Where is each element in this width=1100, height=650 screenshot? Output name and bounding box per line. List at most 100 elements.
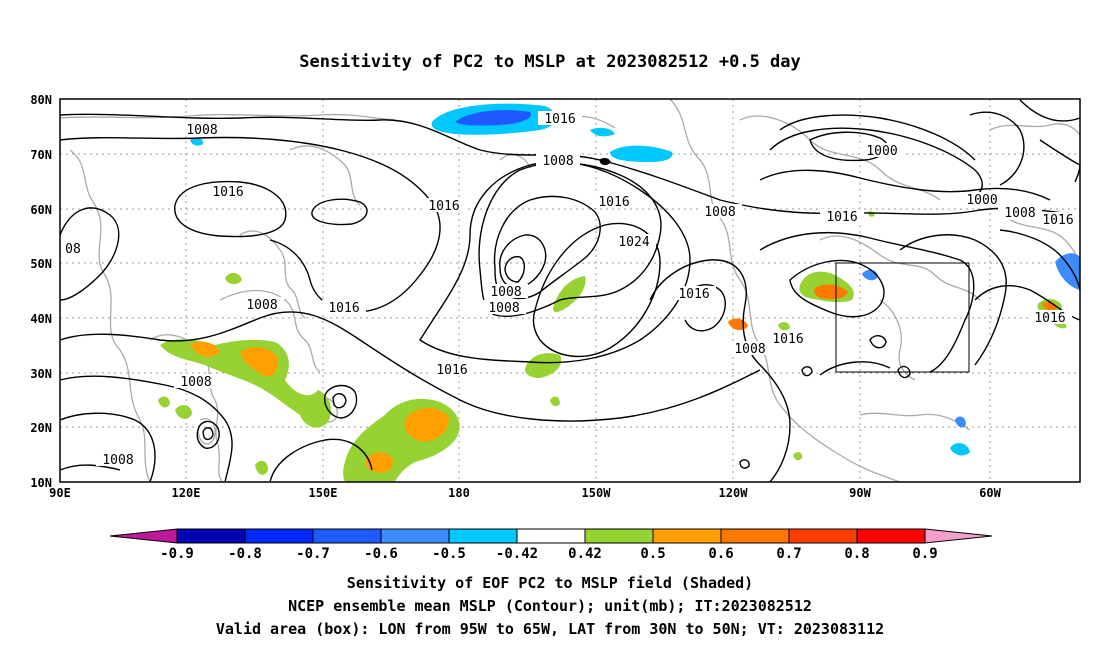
contour-label: 1016 bbox=[212, 185, 243, 200]
contour-label: 1016 bbox=[678, 287, 709, 302]
contour-label: 1024 bbox=[618, 235, 649, 250]
contour-label: 1016 bbox=[598, 195, 629, 210]
caption-contour: NCEP ensemble mean MSLP (Contour); unit(… bbox=[288, 597, 812, 615]
positive-sensitivity-core bbox=[190, 341, 220, 357]
lat-tick-label: 20N bbox=[30, 421, 52, 435]
negative-sensitivity-patch bbox=[955, 416, 966, 428]
negative-sensitivity-patch bbox=[1055, 253, 1080, 290]
positive-sensitivity-patch bbox=[793, 452, 803, 461]
sensitivity-shading bbox=[158, 103, 1080, 482]
positive-sensitivity-patch bbox=[225, 272, 242, 285]
contour-label: 1008 bbox=[490, 285, 521, 300]
colorbar-swatch bbox=[380, 528, 450, 544]
positive-sensitivity-patch bbox=[552, 276, 586, 312]
contour-label: 1008 bbox=[488, 301, 519, 316]
colorbar-tick-label: 0.5 bbox=[640, 546, 665, 562]
colorbar-tick-label: 0.9 bbox=[912, 546, 937, 562]
colorbar-swatch bbox=[788, 528, 858, 544]
contour-label: 1016 bbox=[1042, 213, 1073, 228]
lon-tick-label: 180 bbox=[448, 486, 470, 500]
mslp-contours bbox=[59, 99, 1081, 483]
colorbar-tick-label: 0.8 bbox=[844, 546, 869, 562]
colorbar-tick-label: -0.5 bbox=[432, 546, 466, 562]
contour-label: 1008 bbox=[102, 453, 133, 468]
colorbar-tick-label: -0.9 bbox=[160, 546, 194, 562]
colorbar-swatch bbox=[176, 528, 246, 544]
colorbar-swatch bbox=[244, 528, 314, 544]
contour-label: 1016 bbox=[428, 199, 459, 214]
valid-area-box bbox=[835, 262, 970, 373]
lat-tick-label: 60N bbox=[30, 203, 52, 217]
caption-valid-area: Valid area (box): LON from 95W to 65W, L… bbox=[216, 620, 884, 638]
lat-axis: 80N 70N 60N 50N 40N 30N 20N 10N bbox=[30, 93, 52, 490]
positive-sensitivity-patch bbox=[175, 405, 192, 419]
contour-label: 1008 bbox=[542, 154, 573, 169]
colorbar-swatch bbox=[856, 528, 926, 544]
negative-sensitivity-patch bbox=[190, 137, 204, 146]
lat-tick-label: 70N bbox=[30, 148, 52, 162]
colorbar-tick-label: 0.42 bbox=[568, 546, 602, 562]
lon-tick-label: 90W bbox=[849, 486, 871, 500]
negative-sensitivity-core bbox=[455, 110, 531, 126]
contour-label: 1000 bbox=[866, 144, 897, 159]
colorbar-tick-label: -0.6 bbox=[364, 546, 398, 562]
lon-tick-label: 150W bbox=[582, 486, 612, 500]
contour-label: 1008 bbox=[246, 298, 277, 313]
negative-sensitivity-patch bbox=[950, 443, 970, 456]
contour-label: 1008 bbox=[180, 375, 211, 390]
lon-tick-label: 60W bbox=[979, 486, 1001, 500]
positive-sensitivity-core bbox=[814, 284, 848, 300]
map-panel: 1008 1016 1016 1016 1008 1016 1000 1008 … bbox=[59, 98, 1081, 483]
positive-sensitivity-patch bbox=[524, 353, 562, 378]
colorbar-low-extend bbox=[109, 528, 178, 544]
colorbar-tick-label: 0.6 bbox=[708, 546, 733, 562]
lat-tick-label: 50N bbox=[30, 257, 52, 271]
lon-tick-label: 90E bbox=[49, 486, 71, 500]
contour-label: 1016 bbox=[544, 112, 575, 127]
positive-sensitivity-patch bbox=[778, 322, 790, 331]
lon-tick-label: 120W bbox=[719, 486, 749, 500]
colorbar-high-extend bbox=[924, 528, 993, 544]
colorbar-tick-label: -0.8 bbox=[228, 546, 262, 562]
positive-sensitivity-core bbox=[240, 347, 279, 377]
contour-label: 1016 bbox=[436, 363, 467, 378]
colorbar-swatch bbox=[516, 528, 586, 544]
colorbar: -0.9 -0.8 -0.7 -0.6 -0.5 -0.42 0.42 0.5 0.6 0.7 0.… bbox=[109, 528, 993, 562]
positive-sensitivity-core bbox=[404, 408, 449, 442]
colorbar-tick-label: -0.7 bbox=[296, 546, 330, 562]
caption-shaded: Sensitivity of EOF PC2 to MSLP field (Sh… bbox=[347, 574, 753, 592]
colorbar-tick-label: 0.7 bbox=[776, 546, 801, 562]
positive-sensitivity-core bbox=[1042, 301, 1058, 311]
colorbar-tick-label: -0.42 bbox=[496, 546, 538, 562]
colorbar-swatch bbox=[720, 528, 790, 544]
colorbar-swatch bbox=[652, 528, 722, 544]
colorbar-swatch bbox=[584, 528, 654, 544]
contour-label: 1008 bbox=[734, 342, 765, 357]
contour-label: 1016 bbox=[772, 332, 803, 347]
contour-label: 1016 bbox=[328, 301, 359, 316]
contour-labels: 1008 1016 1016 1016 1008 1016 1000 1008 … bbox=[60, 111, 1080, 468]
contour-label: 1008 bbox=[704, 205, 735, 220]
lat-lon-grid bbox=[60, 99, 1080, 482]
contour-label: 1016 bbox=[1034, 311, 1065, 326]
contour-label: 1000 bbox=[966, 193, 997, 208]
map-frame bbox=[59, 98, 1081, 483]
negative-sensitivity-patch bbox=[610, 145, 673, 163]
positive-sensitivity-patch bbox=[158, 396, 170, 408]
lon-tick-label: 120E bbox=[172, 486, 201, 500]
lat-tick-label: 40N bbox=[30, 312, 52, 326]
negative-sensitivity-patch bbox=[590, 127, 615, 137]
colorbar-swatch bbox=[448, 528, 518, 544]
lat-tick-label: 30N bbox=[30, 367, 52, 381]
contour-label: 1016 bbox=[826, 210, 857, 225]
contour-label: 08 bbox=[65, 242, 81, 257]
colorbar-swatch bbox=[312, 528, 382, 544]
lat-tick-label: 80N bbox=[30, 93, 52, 107]
lon-tick-label: 150E bbox=[309, 486, 338, 500]
figure-title: Sensitivity of PC2 to MSLP at 2023082512… bbox=[299, 52, 801, 72]
positive-sensitivity-patch bbox=[160, 339, 332, 428]
positive-sensitivity-patch bbox=[550, 396, 560, 407]
contour-label: 1008 bbox=[186, 123, 217, 138]
lon-axis: 90E 120E 150E 180 150W 120W 90W 60W bbox=[49, 486, 1001, 500]
